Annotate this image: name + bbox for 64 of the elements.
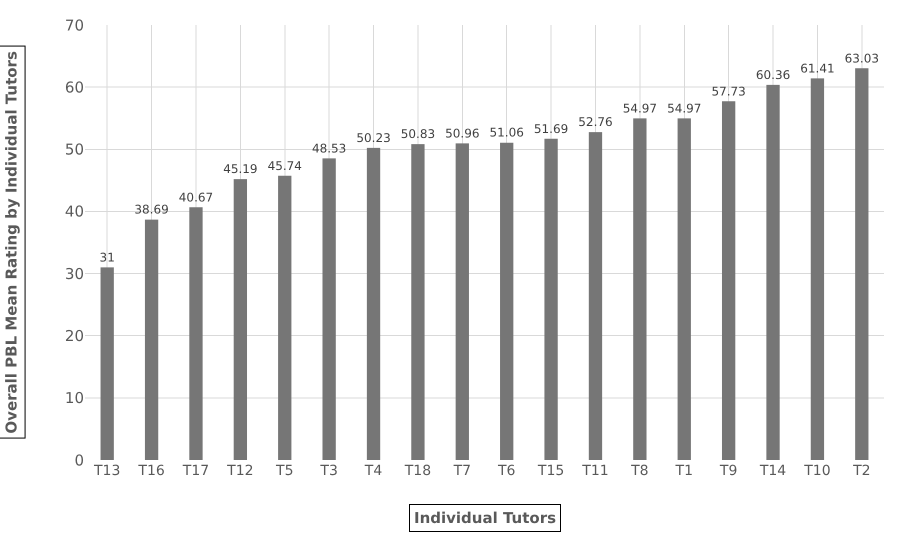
data-label: 52.76 — [578, 115, 613, 130]
data-label: 48.53 — [312, 141, 346, 156]
data-label: 31 — [100, 250, 115, 264]
data-label: 50.23 — [356, 130, 391, 145]
x-tick-label: T10 — [803, 463, 831, 479]
bar — [366, 148, 380, 460]
x-tick-label: T13 — [93, 463, 120, 479]
y-tick-label: 70 — [64, 16, 84, 34]
y-tick-label: 20 — [64, 326, 84, 345]
bar — [588, 132, 602, 460]
x-tick-label: T2 — [852, 463, 871, 479]
x-tick-label: T4 — [364, 463, 382, 479]
bar — [633, 118, 647, 460]
y-tick-label: 60 — [64, 78, 84, 96]
data-label: 38.69 — [134, 202, 169, 217]
bar — [810, 78, 824, 460]
data-label: 51.06 — [490, 126, 524, 140]
data-label: 61.41 — [800, 61, 835, 76]
y-tick-label: 30 — [64, 264, 84, 283]
x-tick-label: T17 — [182, 463, 210, 479]
bar — [722, 101, 736, 460]
y-tick-label: 40 — [64, 202, 84, 221]
x-tick-label: T7 — [452, 463, 472, 479]
y-tick-label: 0 — [74, 451, 84, 470]
x-tick-label: T6 — [496, 463, 516, 479]
bar — [855, 68, 868, 460]
x-tick-label: T14 — [758, 463, 786, 479]
data-label: 45.19 — [223, 162, 258, 176]
data-label: 60.36 — [756, 68, 790, 82]
y-axis-title: Overall PBL Mean Rating by Individual Tutors — [2, 51, 21, 434]
y-tick-label: 50 — [64, 140, 84, 159]
x-tick-label: T12 — [226, 463, 254, 479]
data-label: 57.73 — [711, 84, 746, 98]
x-tick-label: T11 — [581, 463, 609, 479]
bar — [456, 143, 469, 460]
y-tick-label: 10 — [64, 389, 84, 408]
x-tick-label: T15 — [536, 463, 564, 479]
data-label: 51.69 — [534, 122, 568, 136]
data-label: 54.97 — [622, 101, 658, 116]
data-label: 50.96 — [445, 126, 480, 140]
x-tick-label: T18 — [404, 463, 432, 479]
bar — [322, 158, 336, 460]
bar — [189, 207, 203, 460]
data-label: 45.74 — [268, 158, 302, 173]
bar — [544, 138, 558, 460]
data-label: 50.83 — [400, 127, 436, 142]
x-tick-label: T9 — [718, 463, 738, 479]
x-tick-label: T16 — [137, 463, 165, 479]
bar — [144, 220, 158, 460]
x-axis-title: Individual Tutors — [414, 509, 556, 527]
bar — [234, 179, 248, 460]
x-tick-label: T3 — [319, 463, 338, 479]
bar — [678, 118, 691, 460]
data-label: 40.67 — [178, 190, 214, 204]
bar — [411, 144, 425, 460]
x-tick-label: T5 — [275, 463, 294, 479]
bar — [278, 176, 292, 460]
bar — [766, 84, 780, 460]
bar — [500, 142, 514, 460]
data-label: 54.97 — [667, 101, 702, 116]
data-label: 63.03 — [844, 51, 879, 66]
x-tick-label: T8 — [630, 463, 649, 479]
bar — [100, 267, 114, 460]
x-tick-label: T1 — [674, 463, 693, 479]
